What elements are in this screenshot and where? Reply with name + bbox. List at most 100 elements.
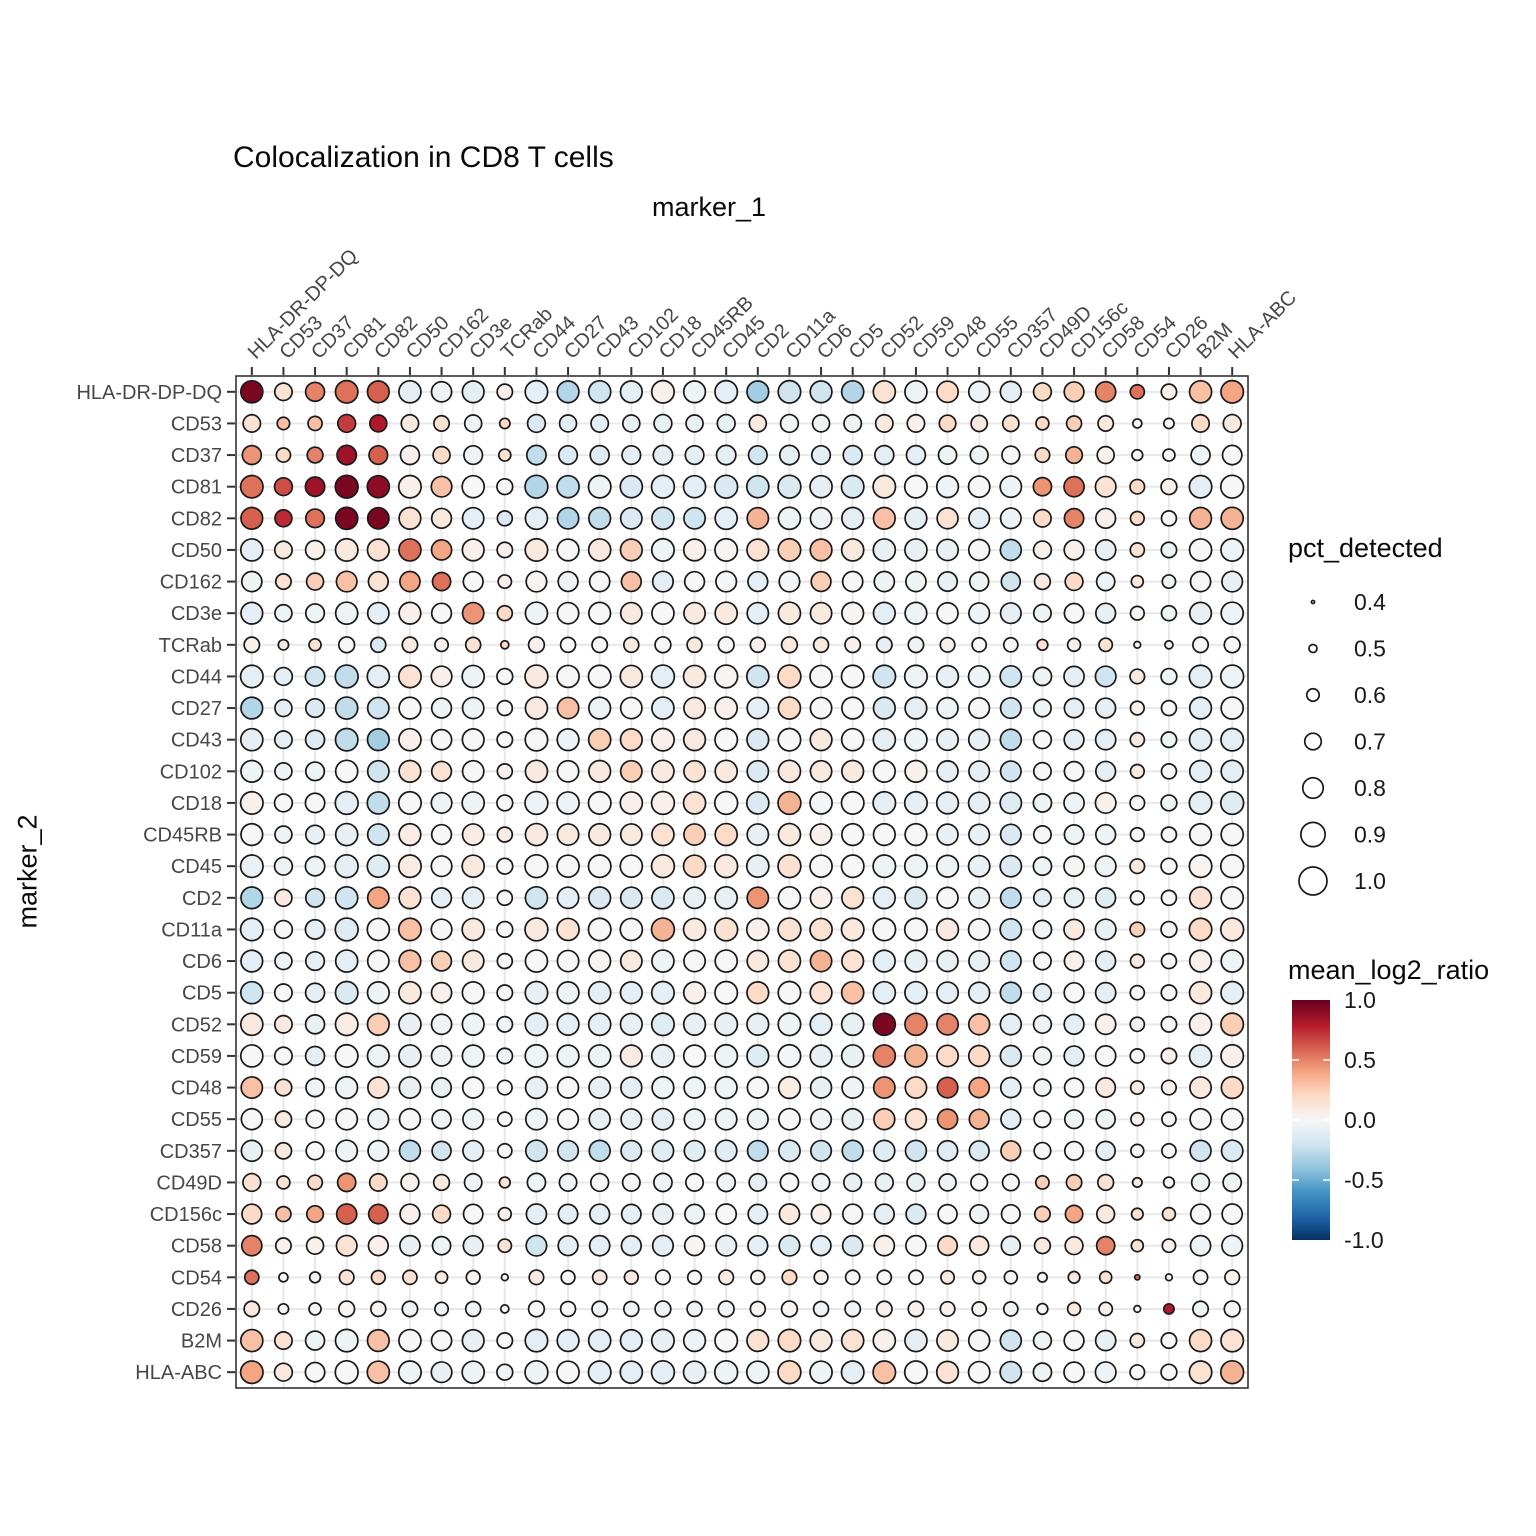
matrix-dot xyxy=(461,854,486,879)
matrix-dot xyxy=(619,380,643,404)
matrix-dot xyxy=(366,728,390,752)
matrix-dot xyxy=(1033,1110,1052,1129)
matrix-dot xyxy=(370,1300,387,1318)
matrix-dot xyxy=(1161,1111,1177,1128)
matrix-dot xyxy=(308,1302,322,1316)
matrix-dot xyxy=(907,636,925,654)
matrix-dot xyxy=(1094,950,1117,972)
matrix-dot xyxy=(1094,1361,1117,1384)
matrix-dot xyxy=(715,1234,738,1257)
matrix-dot xyxy=(274,603,293,623)
matrix-dot xyxy=(809,981,833,1005)
matrix-dot xyxy=(1188,727,1213,752)
matrix-dot xyxy=(461,380,485,404)
matrix-dot xyxy=(840,1044,865,1068)
matrix-dot xyxy=(872,664,897,689)
matrix-dot xyxy=(400,413,420,433)
matrix-dot xyxy=(999,760,1022,783)
matrix-dot xyxy=(398,980,422,1005)
matrix-dot xyxy=(399,570,421,593)
matrix-dot xyxy=(556,981,580,1005)
matrix-dot xyxy=(1063,918,1085,941)
matrix-dot xyxy=(461,981,485,1005)
matrix-dot xyxy=(398,1139,422,1163)
matrix-dot xyxy=(810,444,832,466)
matrix-dot xyxy=(591,636,609,654)
matrix-dot xyxy=(239,664,264,689)
size-legend-title: pct_detected xyxy=(1288,533,1443,563)
matrix-dot xyxy=(1063,950,1085,972)
matrix-dot xyxy=(904,538,928,562)
matrix-dot xyxy=(590,413,610,433)
matrix-dot xyxy=(621,1172,641,1192)
matrix-dot xyxy=(1094,981,1117,1004)
matrix-dot xyxy=(496,952,514,970)
matrix-dot xyxy=(498,417,511,430)
matrix-dot xyxy=(777,1359,802,1385)
matrix-dot xyxy=(999,917,1023,941)
matrix-dot xyxy=(903,917,928,942)
matrix-dot xyxy=(276,416,291,431)
matrix-dot xyxy=(1133,1273,1141,1281)
matrix-dot xyxy=(970,1173,989,1192)
matrix-dot xyxy=(778,1203,801,1225)
matrix-dot xyxy=(306,1174,324,1191)
matrix-dot xyxy=(840,538,865,562)
matrix-dot xyxy=(999,854,1023,878)
matrix-dot xyxy=(841,1076,865,1100)
matrix-dot xyxy=(682,854,707,879)
color-legend-label: 0.5 xyxy=(1344,1047,1376,1073)
y-tick-label: CD26 xyxy=(171,1299,222,1321)
matrix-dot xyxy=(968,1076,991,1099)
matrix-dot xyxy=(1094,380,1117,403)
matrix-dot xyxy=(366,949,390,973)
matrix-dot xyxy=(370,636,387,654)
matrix-dot xyxy=(588,822,612,847)
matrix-dot xyxy=(777,949,802,973)
matrix-dot xyxy=(588,886,612,910)
matrix-dot xyxy=(1129,794,1146,812)
matrix-dot xyxy=(809,949,833,973)
matrix-dot xyxy=(777,474,802,499)
matrix-dot xyxy=(587,917,612,942)
matrix-dot xyxy=(904,980,928,1005)
matrix-dot xyxy=(682,1044,707,1068)
matrix-dot xyxy=(619,506,643,530)
matrix-dot xyxy=(745,664,770,689)
matrix-dot xyxy=(524,537,549,562)
matrix-dot xyxy=(398,696,422,720)
matrix-dot xyxy=(935,1360,960,1384)
matrix-dot xyxy=(1188,822,1213,847)
matrix-dot xyxy=(903,664,928,689)
matrix-dot xyxy=(778,1234,801,1257)
matrix-dot xyxy=(304,1330,326,1351)
matrix-dot xyxy=(840,917,865,942)
matrix-dot xyxy=(496,920,514,939)
matrix-dot xyxy=(1188,1012,1213,1037)
matrix-dot xyxy=(619,886,643,910)
matrix-dot xyxy=(556,696,580,720)
matrix-dot xyxy=(1032,508,1052,528)
matrix-dot xyxy=(587,1328,612,1353)
matrix-dot xyxy=(430,823,453,846)
matrix-dot xyxy=(936,601,959,625)
matrix-dot xyxy=(461,728,485,752)
matrix-dot xyxy=(398,538,422,562)
matrix-dot xyxy=(334,696,359,720)
matrix-dot xyxy=(274,1237,292,1255)
matrix-dot xyxy=(968,760,991,783)
matrix-dot xyxy=(240,949,264,973)
matrix-dot xyxy=(1220,1139,1244,1163)
matrix-dot xyxy=(1188,917,1213,942)
matrix-dot xyxy=(589,1172,610,1193)
matrix-dot xyxy=(336,444,358,466)
matrix-dot xyxy=(240,506,264,530)
matrix-dot xyxy=(556,1044,580,1068)
matrix-dot xyxy=(777,696,802,720)
matrix-dot xyxy=(872,980,897,1005)
matrix-dot xyxy=(811,1172,831,1192)
matrix-dot xyxy=(496,1079,513,1096)
matrix-dot xyxy=(588,1076,612,1100)
matrix-dot xyxy=(1096,445,1116,465)
matrix-dot xyxy=(967,981,991,1004)
